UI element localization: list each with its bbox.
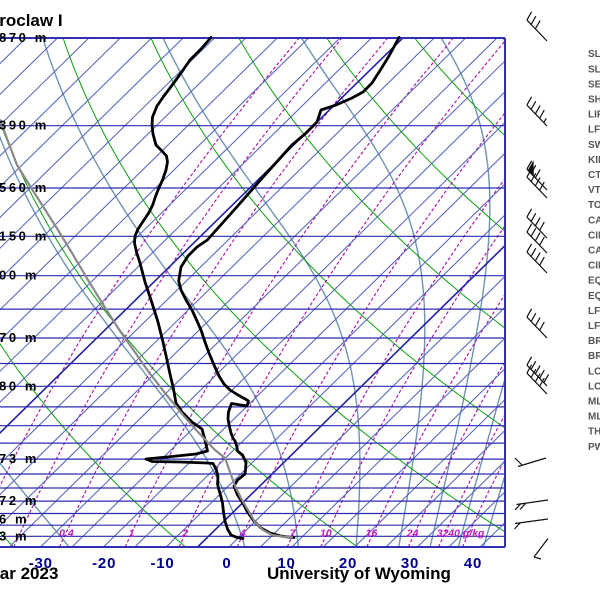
svg-text:-10: -10 [150, 555, 174, 572]
svg-text:560 m: 560 m [0, 180, 49, 195]
svg-text:LCLP: LCLP [588, 381, 600, 392]
svg-text:KINX: KINX [588, 155, 600, 166]
svg-text:00 m: 00 m [0, 268, 39, 283]
svg-text:VTOT: VTOT [588, 185, 600, 196]
svg-text:72 m: 72 m [0, 493, 39, 508]
svg-text:SELV: SELV [588, 79, 600, 90]
svg-text:3 m: 3 m [0, 528, 29, 543]
svg-text:870 m: 870 m [0, 30, 49, 45]
svg-text:BRCH: BRCH [588, 336, 600, 347]
svg-text:30: 30 [401, 555, 419, 572]
svg-text:2: 2 [181, 528, 188, 540]
svg-text:BRCV: BRCV [588, 351, 600, 362]
svg-text:LIFT: LIFT [588, 110, 600, 121]
svg-text:LFTV: LFTV [588, 125, 600, 136]
svg-text:6 m: 6 m [0, 511, 29, 526]
svg-text:MLMR: MLMR [588, 412, 600, 423]
svg-text:CINS: CINS [588, 230, 600, 241]
svg-text:LFCV: LFCV [588, 321, 600, 332]
svg-text:32: 32 [437, 528, 449, 540]
svg-text:0: 0 [222, 555, 231, 572]
svg-text:SLAT: SLAT [588, 49, 600, 60]
svg-text:0.4: 0.4 [59, 528, 74, 540]
svg-text:73 m: 73 m [0, 451, 39, 466]
svg-text:THCK: THCK [588, 427, 600, 438]
svg-text:CAPE: CAPE [588, 215, 600, 226]
svg-text:16: 16 [366, 528, 378, 540]
svg-text:1: 1 [129, 528, 135, 540]
svg-text:10: 10 [320, 528, 332, 540]
svg-text:4: 4 [239, 528, 246, 540]
svg-text:150 m: 150 m [0, 228, 49, 243]
svg-text:SLON: SLON [588, 64, 600, 75]
svg-text:80 m: 80 m [0, 378, 39, 393]
svg-text:University of Wyoming: University of Wyoming [267, 564, 451, 583]
svg-text:CAPV: CAPV [588, 246, 600, 257]
svg-text:Wroclaw I: Wroclaw I [0, 11, 63, 30]
svg-text:-20: -20 [92, 555, 116, 572]
svg-text:40: 40 [464, 555, 482, 572]
svg-text:40 g/kg: 40 g/kg [447, 528, 485, 540]
svg-text:24: 24 [406, 528, 419, 540]
svg-text:SHOW: SHOW [588, 95, 600, 106]
svg-text:12Z 02 Mar 2023: 12Z 02 Mar 2023 [0, 564, 58, 583]
svg-text:LFCT: LFCT [588, 306, 600, 317]
svg-text:LCLT: LCLT [588, 366, 600, 377]
svg-text:SWET: SWET [588, 140, 600, 151]
svg-text:PWAT: PWAT [588, 442, 600, 453]
svg-text:7: 7 [290, 528, 297, 540]
svg-text:390 m: 390 m [0, 118, 49, 133]
svg-text:CINV: CINV [588, 261, 600, 272]
svg-text:-30: -30 [29, 555, 53, 572]
svg-text:20: 20 [339, 555, 357, 572]
svg-text:EQLV: EQLV [588, 276, 600, 287]
svg-text:EQTV: EQTV [588, 291, 600, 302]
svg-text:10: 10 [277, 555, 295, 572]
svg-text:70 m: 70 m [0, 330, 39, 345]
svg-text:CTOT: CTOT [588, 170, 600, 181]
svg-text:TOTL: TOTL [588, 200, 600, 211]
